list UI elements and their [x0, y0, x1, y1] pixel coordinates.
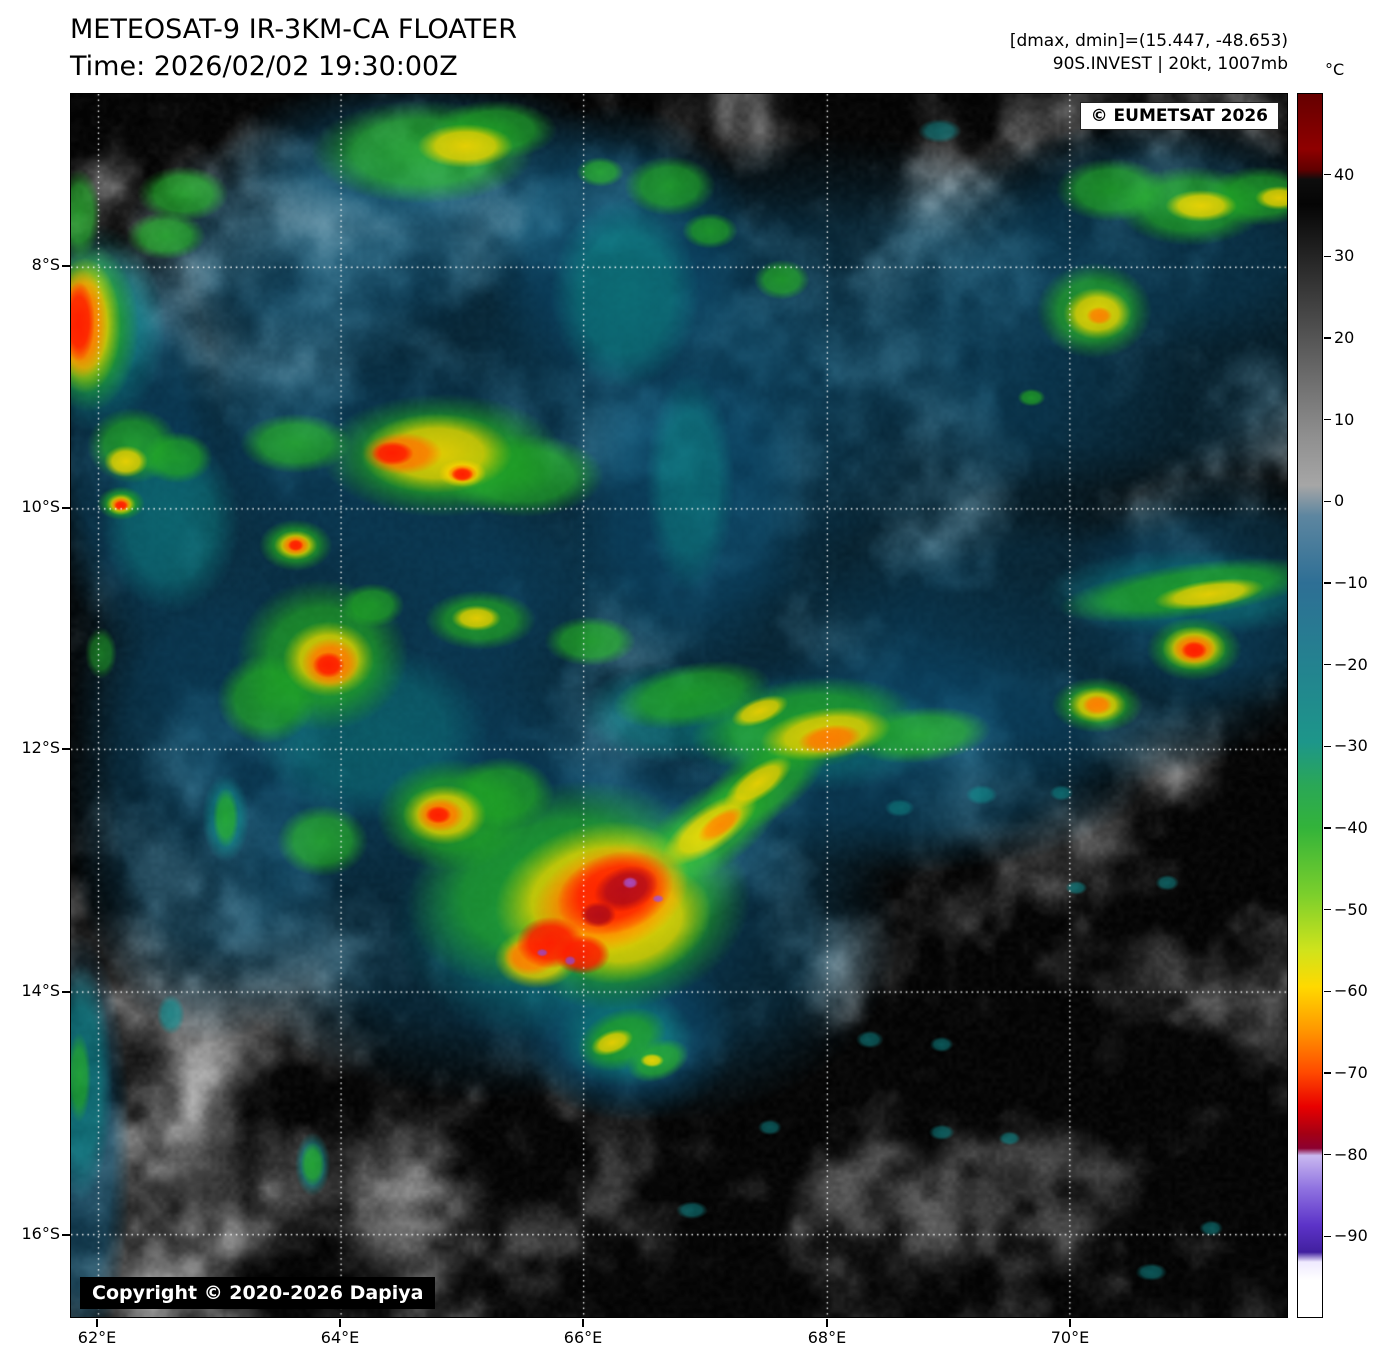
lat-tick-mark	[62, 1234, 70, 1236]
colorbar-tick-mark	[1324, 990, 1331, 993]
lon-tick-mark	[339, 1319, 341, 1327]
lat-tick-label: 8°S	[31, 254, 60, 274]
lon-tick-label: 66°E	[563, 1328, 603, 1347]
colorbar-tick-label: 10	[1334, 409, 1355, 429]
lat-tick-mark	[62, 507, 70, 509]
colorbar-tick-label: −70	[1334, 1063, 1368, 1082]
lat-tick-label: 12°S	[21, 737, 60, 757]
colorbar-tick-mark	[1324, 255, 1331, 258]
colorbar	[1297, 93, 1323, 1318]
colorbar-tick-mark	[1324, 582, 1331, 584]
lon-tick-label: 62°E	[77, 1328, 117, 1347]
colorbar-unit-label: °C	[1325, 60, 1345, 79]
colorbar-tick-label: 0	[1334, 491, 1345, 511]
lon-tick-label: 64°E	[320, 1328, 360, 1347]
colorbar-tick-label: −10	[1334, 573, 1368, 592]
colorbar-tick-label: −30	[1334, 736, 1368, 756]
colorbar-tick-label: −60	[1334, 981, 1368, 1001]
colorbar-tick-mark	[1324, 663, 1331, 666]
colorbar-tick-mark	[1324, 1153, 1331, 1156]
lon-tick-mark	[1069, 1319, 1071, 1327]
dmax-dmin-readout: [dmax, dmin]=(15.447, -48.653)	[1009, 31, 1288, 51]
colorbar-tick-mark	[1324, 337, 1331, 339]
colorbar-tick-mark	[1324, 500, 1331, 503]
eumetsat-credit-badge: © EUMETSAT 2026	[1079, 102, 1279, 130]
lat-tick-mark	[62, 991, 70, 993]
colorbar-tick-label: −40	[1334, 818, 1368, 837]
header-right: [dmax, dmin]=(15.447, -48.653) 90S.INVES…	[1010, 30, 1288, 76]
figure-time: Time: 2026/02/02 19:30:00Z	[70, 51, 458, 82]
lat-tick-mark	[62, 748, 70, 750]
colorbar-gradient	[1298, 94, 1322, 1317]
satellite-map: © EUMETSAT 2026 Copyright © 2020-2026 Da…	[70, 93, 1288, 1318]
colorbar-tick-mark	[1324, 827, 1331, 829]
lat-tick-mark	[62, 265, 70, 267]
colorbar-tick-mark	[1324, 1235, 1331, 1238]
storm-info: 90S.INVEST | 20kt, 1007mb	[1052, 54, 1288, 74]
lon-tick-mark	[582, 1319, 584, 1327]
lat-tick-label: 16°S	[21, 1223, 60, 1243]
colorbar-tick-mark	[1324, 908, 1331, 911]
colorbar-tick-label: −90	[1334, 1226, 1368, 1246]
lon-tick-mark	[826, 1319, 828, 1327]
colorbar-tick-label: −80	[1334, 1144, 1368, 1164]
lat-tick-label: 14°S	[21, 981, 60, 1001]
colorbar-tick-mark	[1324, 745, 1331, 748]
colorbar-tick-mark	[1324, 418, 1331, 421]
figure-title: METEOSAT-9 IR-3KM-CA FLOATER	[70, 14, 517, 45]
copyright-badge: Copyright © 2020-2026 Dapiya	[80, 1277, 436, 1309]
colorbar-tick-label: 20	[1334, 328, 1355, 347]
colorbar-tick-mark	[1324, 1072, 1331, 1074]
lon-tick-label: 68°E	[807, 1328, 847, 1347]
lat-tick-label: 10°S	[21, 497, 60, 517]
satellite-imagery-canvas	[71, 94, 1287, 1317]
colorbar-tick-label: −20	[1334, 654, 1368, 674]
colorbar-tick-label: −50	[1334, 899, 1368, 919]
lon-tick-label: 70°E	[1050, 1328, 1090, 1347]
colorbar-tick-mark	[1324, 173, 1331, 176]
colorbar-tick-label: 30	[1334, 246, 1355, 266]
colorbar-tick-label: 40	[1334, 164, 1355, 184]
lon-tick-mark	[96, 1319, 98, 1327]
